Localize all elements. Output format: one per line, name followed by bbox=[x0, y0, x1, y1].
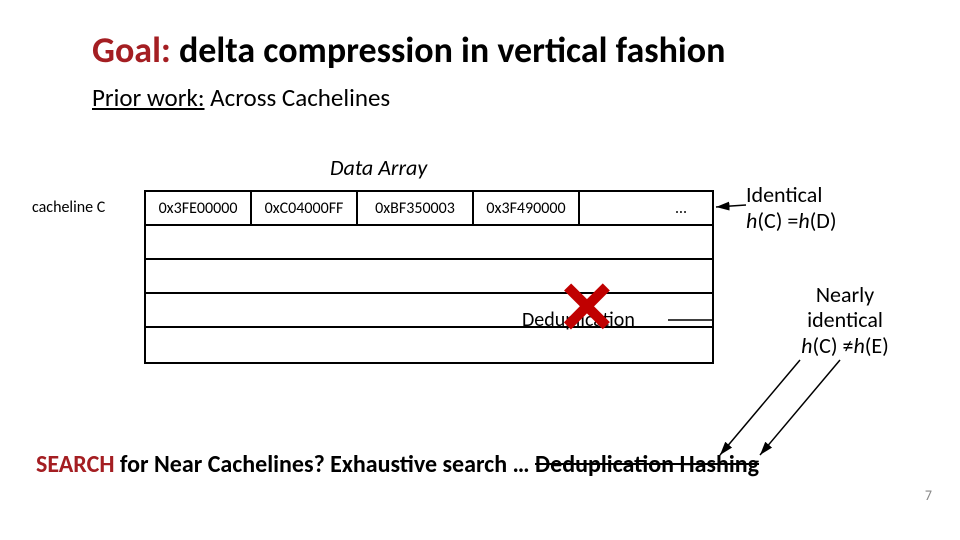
cell-0-3: 0x3F490000 bbox=[474, 192, 580, 224]
title-rest: delta compression in vertical fashion bbox=[171, 28, 726, 72]
slide-title: Goal: delta compression in vertical fash… bbox=[92, 28, 725, 72]
footer-mess2: Exhaustive search bbox=[330, 450, 507, 479]
data-array-grid: 0x3FE00000 0xC04000FF 0xBF350003 0x3F490… bbox=[144, 190, 714, 364]
footer-mess1: Near Cachelines? bbox=[154, 450, 330, 479]
slide-subtitle: Prior work: Across Cachelines bbox=[92, 82, 390, 113]
annotation-identical-l2: h(C) =h(D) bbox=[746, 208, 837, 234]
cell-0-1: 0xC04000FF bbox=[252, 192, 358, 224]
array-row-0: 0x3FE00000 0xC04000FF 0xBF350003 0x3F490… bbox=[146, 192, 712, 226]
annotation-nearly-identical: Nearly identical h(C) ≠h(E) bbox=[760, 282, 930, 358]
title-goal: Goal: bbox=[92, 28, 171, 72]
annotation-nearly-l1: Nearly bbox=[760, 282, 930, 307]
annotation-identical: Identical h(C) =h(D) bbox=[746, 182, 837, 235]
x-mark-icon: × bbox=[560, 260, 614, 352]
array-row-2 bbox=[146, 260, 712, 294]
annotation-nearly-l3: h(C) ≠h(E) bbox=[760, 333, 930, 358]
footer-for: for bbox=[120, 450, 154, 479]
page-number: 7 bbox=[925, 487, 932, 504]
array-row-1 bbox=[146, 226, 712, 260]
footer-dedup-hash: Deduplication Hashing bbox=[535, 450, 759, 479]
data-array-label: Data Array bbox=[330, 154, 427, 181]
footer-dots: … bbox=[507, 450, 535, 479]
cacheline-c-label: cacheline C bbox=[32, 198, 105, 217]
footer-line: SEARCH for Near Cachelines? Exhaustive s… bbox=[36, 450, 946, 479]
footer-search: SEARCH bbox=[36, 450, 120, 479]
array-row-4 bbox=[146, 328, 712, 362]
annotation-nearly-l2: identical bbox=[760, 307, 930, 332]
cell-0-2: 0xBF350003 bbox=[358, 192, 474, 224]
cell-0-dots: … bbox=[580, 192, 712, 224]
annotation-identical-l1: Identical bbox=[746, 182, 837, 208]
subtitle-prior: Prior work: bbox=[92, 82, 205, 113]
cell-0-0: 0x3FE00000 bbox=[146, 192, 252, 224]
subtitle-rest: Across Cachelines bbox=[205, 82, 391, 113]
